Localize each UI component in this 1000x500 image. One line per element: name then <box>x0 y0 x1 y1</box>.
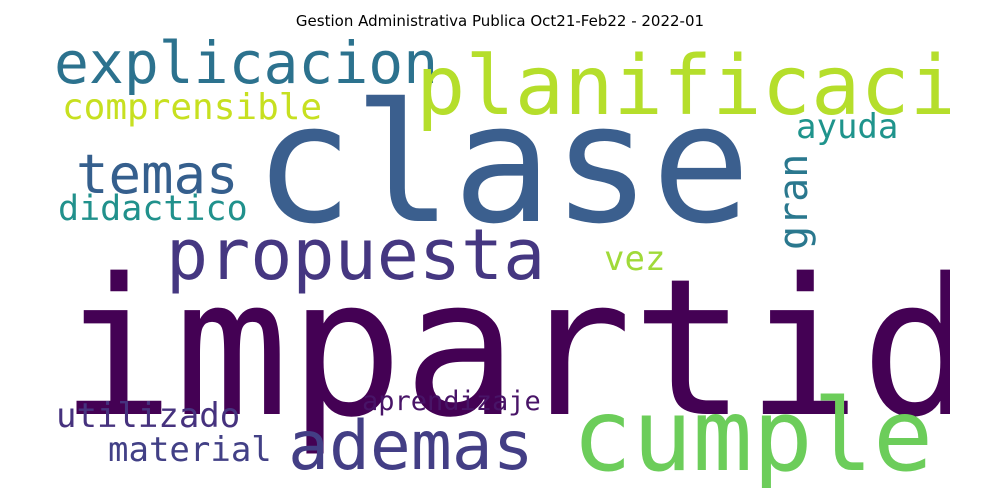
word-propuesta: propuesta <box>166 214 546 296</box>
word-impartida: impartida <box>60 238 950 459</box>
word-temas: temas <box>76 143 239 206</box>
word-clase: clase <box>254 68 751 260</box>
chart-title: Gestion Administrativa Publica Oct21-Feb… <box>295 12 705 30</box>
word-aprendizaje: aprendizaje <box>362 386 541 417</box>
word-planificacion: planificacion <box>416 39 950 134</box>
word-utilizado: utilizado <box>56 396 241 436</box>
word-ayuda: ayuda <box>796 107 899 147</box>
word-cumple: cumple <box>572 377 934 488</box>
word-explicacion: explicacion <box>54 38 439 97</box>
word-cloud: explicacion comprensible planificacion a… <box>50 38 950 488</box>
word-ademas: ademas <box>288 407 534 486</box>
word-material: material <box>108 430 272 470</box>
word-comprensible: comprensible <box>62 87 323 128</box>
word-didactico: didactico <box>58 189 248 229</box>
word-vez: vez <box>604 239 666 279</box>
word-gran: gran <box>771 153 817 250</box>
